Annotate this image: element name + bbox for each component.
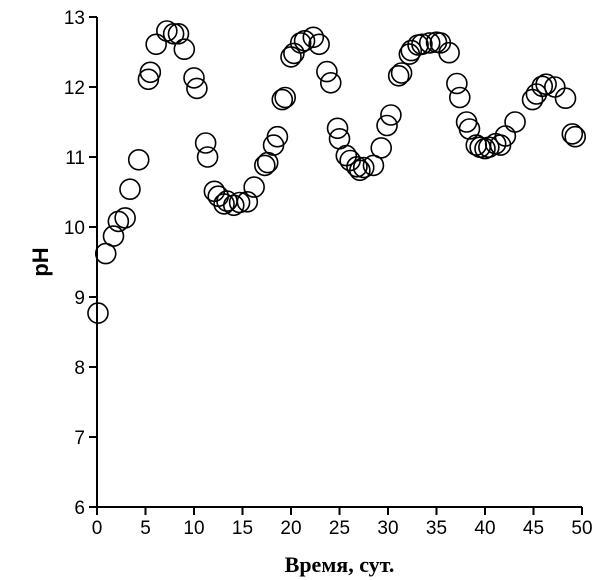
- data-point: [319, 72, 342, 94]
- y-tick-label: 6: [74, 498, 85, 519]
- data-point: [243, 176, 265, 198]
- data-point: [203, 180, 226, 203]
- data-point: [346, 156, 368, 178]
- data-point: [119, 178, 141, 200]
- data-point: [266, 125, 289, 148]
- x-tick-label: 45: [523, 518, 544, 539]
- data-point: [167, 22, 190, 45]
- x-tick-label: 5: [140, 518, 151, 539]
- data-point: [326, 117, 349, 140]
- data-point: [137, 68, 160, 91]
- data-point: [289, 32, 312, 54]
- x-tick-label: 10: [183, 518, 204, 539]
- data-point: [271, 88, 294, 111]
- data-point: [554, 87, 577, 109]
- data-point: [380, 104, 402, 126]
- x-tick-label: 40: [474, 518, 495, 539]
- data-point: [162, 22, 185, 45]
- data-point: [254, 154, 276, 177]
- x-tick-label: 0: [92, 518, 103, 539]
- data-point: [186, 77, 208, 100]
- y-axis-title: pH: [28, 247, 53, 276]
- data-point: [173, 38, 196, 61]
- data-point: [564, 125, 587, 148]
- data-point: [194, 132, 217, 154]
- data-point: [87, 302, 109, 324]
- data-point: [561, 123, 584, 145]
- y-tick-label: 10: [64, 218, 85, 239]
- y-tick-label: 11: [65, 148, 85, 169]
- data-point: [535, 73, 557, 95]
- data-points: [87, 20, 587, 324]
- data-point: [236, 191, 259, 213]
- data-point: [504, 111, 526, 133]
- x-tick-label: 35: [426, 518, 447, 539]
- y-tick-label: 8: [74, 358, 85, 379]
- data-point: [196, 146, 219, 168]
- data-point: [293, 29, 316, 52]
- data-point: [183, 67, 205, 89]
- data-point: [446, 72, 468, 95]
- x-tick-label: 25: [329, 518, 350, 539]
- data-point: [145, 33, 167, 56]
- data-point: [283, 42, 305, 65]
- data-point: [448, 86, 471, 109]
- data-point: [376, 114, 398, 137]
- data-point: [114, 207, 136, 229]
- data-point: [438, 41, 460, 64]
- data-point: [349, 159, 371, 182]
- y-tick-label: 7: [74, 428, 85, 449]
- data-point: [274, 86, 296, 109]
- data-point: [139, 61, 162, 84]
- data-point: [228, 191, 251, 214]
- y-tick-label: 13: [64, 8, 85, 29]
- data-point: [316, 60, 338, 83]
- x-tick-label: 50: [571, 518, 592, 539]
- x-tick-label: 30: [377, 518, 398, 539]
- y-tick-label: 9: [74, 288, 85, 309]
- y-tick-label: 12: [64, 78, 85, 99]
- data-point: [213, 193, 235, 215]
- data-point: [411, 33, 433, 56]
- data-point: [390, 62, 413, 84]
- data-point: [418, 32, 441, 54]
- data-point: [370, 137, 393, 159]
- data-point: [400, 39, 423, 62]
- data-point: [531, 75, 554, 98]
- x-tick-label: 15: [232, 518, 253, 539]
- data-point: [308, 33, 330, 56]
- x-tick-label: 20: [280, 518, 301, 539]
- data-point: [127, 149, 150, 171]
- data-point: [387, 65, 410, 87]
- data-point: [102, 225, 125, 247]
- data-point: [458, 118, 481, 140]
- data-point: [302, 26, 325, 49]
- x-axis-title: Время, сут.: [285, 552, 395, 577]
- axes: 0 5 10 15 20 25 30 35 40 45 50 6 7 8 9 10 11 12 13: [64, 8, 593, 539]
- data-point: [352, 156, 375, 179]
